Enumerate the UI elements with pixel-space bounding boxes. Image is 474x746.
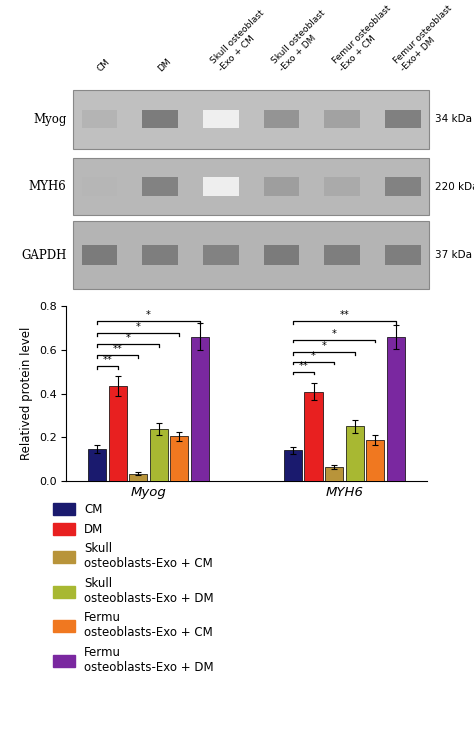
Bar <box>73 221 429 289</box>
Text: *: * <box>126 333 130 343</box>
Bar <box>191 336 209 481</box>
Bar <box>150 429 168 481</box>
Legend: CM, DM, Skull
osteoblasts-Exo + CM, Skull
osteoblasts-Exo + DM, Fermu
osteoblast: CM, DM, Skull osteoblasts-Exo + CM, Skul… <box>53 504 214 674</box>
Bar <box>385 245 421 265</box>
Text: DM: DM <box>156 57 173 73</box>
Text: 34 kDa: 34 kDa <box>435 114 472 125</box>
Text: CM: CM <box>96 57 112 73</box>
Bar <box>142 110 178 128</box>
Text: Femur osteoblast
-Exo + CM: Femur osteoblast -Exo + CM <box>331 4 400 73</box>
Bar <box>325 245 360 265</box>
Bar <box>325 178 360 195</box>
Text: *: * <box>146 310 151 320</box>
Bar <box>304 392 323 481</box>
Text: *: * <box>332 329 337 339</box>
Bar <box>264 110 300 128</box>
Text: *: * <box>311 351 316 361</box>
Bar <box>170 436 189 481</box>
Bar <box>82 178 118 195</box>
Text: Skull osteoblast
-Exo + CM: Skull osteoblast -Exo + CM <box>210 9 274 73</box>
Bar <box>142 178 178 195</box>
Text: *: * <box>136 322 141 333</box>
Bar <box>73 90 429 149</box>
Text: Femur osteoblast
-Exo+ DM: Femur osteoblast -Exo+ DM <box>392 4 461 73</box>
Bar <box>142 245 178 265</box>
Bar <box>325 467 343 481</box>
Bar <box>203 178 239 195</box>
Bar <box>82 110 118 128</box>
Bar <box>385 110 421 128</box>
Bar <box>264 245 300 265</box>
Text: **: ** <box>339 310 349 320</box>
Text: GAPDH: GAPDH <box>21 248 66 262</box>
Text: MYH6: MYH6 <box>28 180 66 193</box>
Bar <box>284 451 302 481</box>
Text: **: ** <box>113 345 123 354</box>
Y-axis label: Relatived protein level: Relatived protein level <box>20 327 33 460</box>
Text: **: ** <box>298 361 308 371</box>
Text: *: * <box>321 341 326 351</box>
Text: Skull osteoblast
-Exo + DM: Skull osteoblast -Exo + DM <box>270 9 335 73</box>
Bar <box>346 427 364 481</box>
Text: Myog: Myog <box>33 113 66 126</box>
Bar <box>109 386 127 481</box>
Bar <box>73 158 429 215</box>
Bar <box>203 110 239 128</box>
Bar <box>82 245 118 265</box>
Text: 220 kDa: 220 kDa <box>435 181 474 192</box>
Bar <box>325 110 360 128</box>
Bar <box>88 449 106 481</box>
Bar <box>203 245 239 265</box>
Bar <box>264 178 300 195</box>
Text: 37 kDa: 37 kDa <box>435 250 472 260</box>
Bar <box>366 440 384 481</box>
Bar <box>385 178 421 195</box>
Bar <box>387 337 405 481</box>
Text: **: ** <box>102 355 112 366</box>
Bar <box>129 474 147 481</box>
